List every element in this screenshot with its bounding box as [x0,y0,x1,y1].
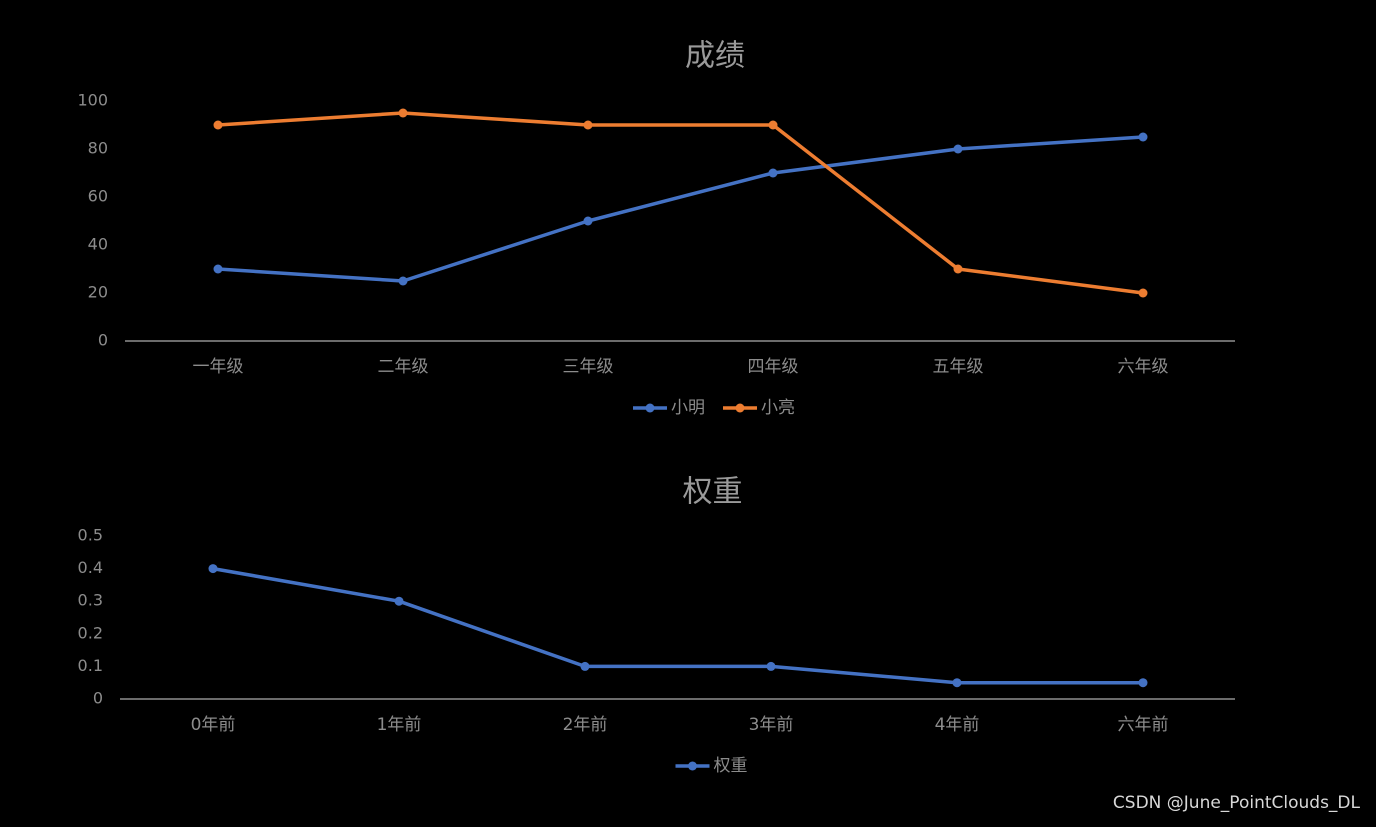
y-tick-label: 100 [77,91,108,110]
data-point [583,216,593,226]
y-tick-label: 60 [88,187,108,206]
data-point [953,144,963,154]
watermark: CSDN @June_PointClouds_DL [1113,793,1361,813]
y-tick-label: 0.3 [78,591,103,610]
data-point [953,264,963,274]
chart-title: 成绩 [685,39,745,74]
x-tick-label: 4年前 [935,715,980,735]
y-tick-label: 0.4 [78,558,103,577]
data-point [952,678,962,688]
data-point [1138,288,1148,298]
data-point [394,596,404,606]
y-tick-label: 0.2 [78,623,103,642]
data-point [398,276,408,286]
y-tick-label: 40 [88,235,108,254]
data-point [583,120,593,130]
data-point [768,120,778,130]
legend-marker [688,761,697,771]
legend-label: 小亮 [761,398,795,418]
data-point [580,661,590,671]
x-tick-label: 四年级 [748,357,799,377]
x-tick-label: 0年前 [191,715,236,735]
y-tick-label: 20 [88,283,108,302]
chart-title: 权重 [683,475,743,510]
x-tick-label: 三年级 [563,357,614,377]
data-point [213,120,223,130]
data-point [766,661,776,671]
y-tick-label: 0 [98,331,108,350]
data-point [1138,678,1148,688]
data-point [398,108,408,118]
x-tick-label: 六年前 [1118,715,1169,735]
x-tick-label: 2年前 [563,715,608,735]
x-tick-label: 一年级 [193,357,244,377]
y-tick-label: 80 [88,139,108,158]
data-point [1138,132,1148,142]
data-point [208,564,218,574]
legend-marker [735,403,745,413]
x-tick-label: 1年前 [377,715,422,735]
series-line [217,135,1144,283]
y-tick-label: 0.1 [78,656,103,675]
legend-label: 权重 [714,756,748,776]
data-point [213,264,223,274]
legend-label: 小明 [671,398,705,418]
x-tick-label: 五年级 [933,357,984,377]
x-tick-label: 二年级 [378,357,429,377]
series-line [217,111,1144,295]
y-tick-label: 0.5 [78,526,103,545]
y-tick-label: 0 [93,689,103,708]
x-tick-label: 3年前 [749,715,794,735]
x-tick-label: 六年级 [1118,357,1169,377]
series-line [212,566,1143,685]
data-point [768,168,778,178]
legend-marker [645,403,655,413]
